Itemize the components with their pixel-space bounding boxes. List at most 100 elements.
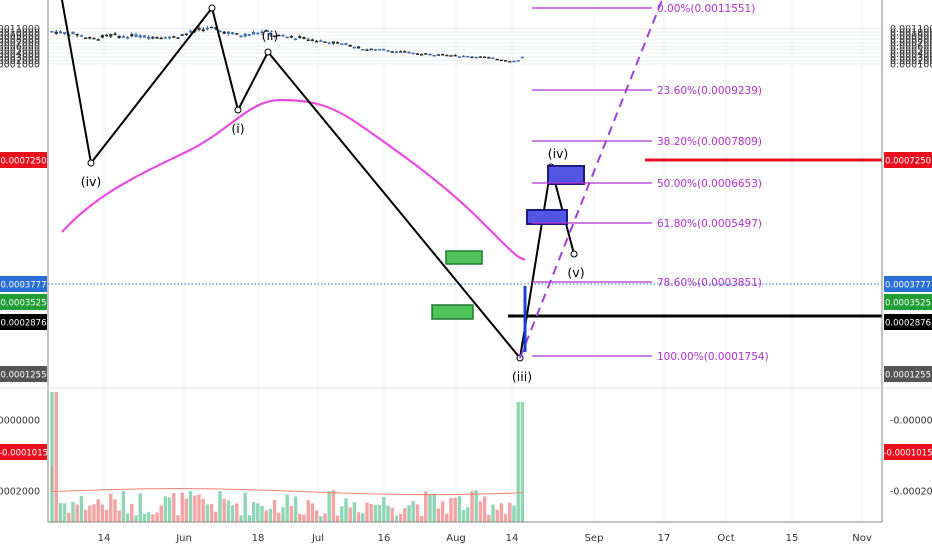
candle-body [340,43,344,45]
candle-body [516,60,520,62]
candle-body [331,41,335,44]
volume-bar [67,512,71,522]
y-tick-label-right: 0.0009000 [890,31,932,42]
volume-bar [138,493,142,522]
candle-body [508,60,512,63]
volume-bar [361,513,365,522]
volume-bar [356,512,361,522]
volume-tick-label-left: -0.0000000 [0,416,40,427]
candle-body [403,51,407,53]
candle-body [88,37,92,39]
volume-bar [151,514,155,522]
candle-body [294,38,298,41]
volume-bar [251,502,256,522]
x-tick-label: 14 [98,533,111,544]
y-tick-label-right: 0.0006000 [890,42,932,53]
y-tick-label-right: 0.0001000 [890,59,932,70]
candle-body [180,34,184,36]
volume-bar [75,504,79,522]
volume-bar [491,504,495,522]
candle-body [462,55,466,58]
candle-body [96,39,100,41]
candle-body [302,37,306,39]
candle-body [499,59,503,62]
volume-bar [503,514,508,522]
candle-body [84,37,88,39]
blue-zone-box [526,209,568,225]
volume-bars [50,392,525,522]
volume-bar [415,504,420,522]
fib-level-label: 0.00%(0.0011551) [657,3,755,15]
candle-body [147,36,151,39]
candle-body [163,37,167,39]
fib-level-label: 61.80%(0.0005497) [657,218,762,230]
price-badge-left-text: 0.0001255 [1,371,47,381]
candle-body [71,31,75,34]
volume-tick-label-left: -0.0002000 [0,487,40,498]
volume-bar [184,498,189,522]
candle-body [520,56,524,59]
candle-body [327,42,331,45]
candle-body [457,56,461,58]
y-tick-label-right: 0.0008000 [890,35,932,46]
volume-bar [142,513,147,522]
candle-body [315,40,319,43]
volume-bar [394,515,399,522]
volume-bar [239,515,243,522]
volume-bar [512,505,516,522]
volume-bar [218,491,222,522]
candle-body [432,54,436,57]
volume-bar [432,493,436,522]
price-badge-right-text: 0.0002876 [885,319,931,329]
candle-body [369,48,373,51]
volume-bar [352,502,357,522]
wave-label: (iv) [548,146,569,161]
volume-bar [453,497,457,522]
price-badge-left-text: 0.0002876 [1,319,47,329]
volume-bar [495,509,499,522]
candle-body [357,46,361,49]
candle-body [424,53,428,55]
volume-bar [457,496,462,522]
volume-bar [130,503,134,522]
volume-bar [193,495,197,522]
volume-bar [302,514,306,522]
candle-body [365,49,369,51]
candle-body [344,43,348,46]
projection-line [519,0,663,359]
price-badge-right-text: 0.0003525 [885,299,931,309]
volume-bar [172,493,176,522]
x-tick-label: 18 [252,533,265,544]
candle-body [134,34,138,38]
volume-bar [319,515,323,522]
candle-body [319,40,323,42]
volume-bar [466,507,470,522]
volume-bar [230,505,235,522]
volume-bar [478,501,483,522]
candle-body [373,49,377,51]
volume-bar [256,503,260,522]
price-badge-right [884,444,932,460]
y-tick-label-right: 0.0005000 [890,45,932,56]
volume-bar [92,504,96,522]
volume-bar [516,402,520,522]
volume-bar [306,500,310,522]
x-tick-label: 16 [378,533,391,544]
volume-tick-label-right: -0.0002000 [890,487,932,498]
y-tick-label-left: 0.0005000 [0,45,40,56]
volume-bar [403,508,407,522]
candle-body [428,53,432,56]
volume-bar [188,490,193,522]
volume-bar [243,492,247,522]
candle-body [411,52,415,55]
price-badge-left [0,152,47,168]
volume-bar [436,508,441,522]
candle-body [252,32,256,35]
candle-body [63,32,67,35]
price-badge-right-text: 0.0001255 [885,371,931,381]
candle-body [382,49,386,51]
price-badge-left-text: -0.0001015 [0,449,48,459]
candle-body [92,37,96,40]
volume-bar [470,491,474,522]
